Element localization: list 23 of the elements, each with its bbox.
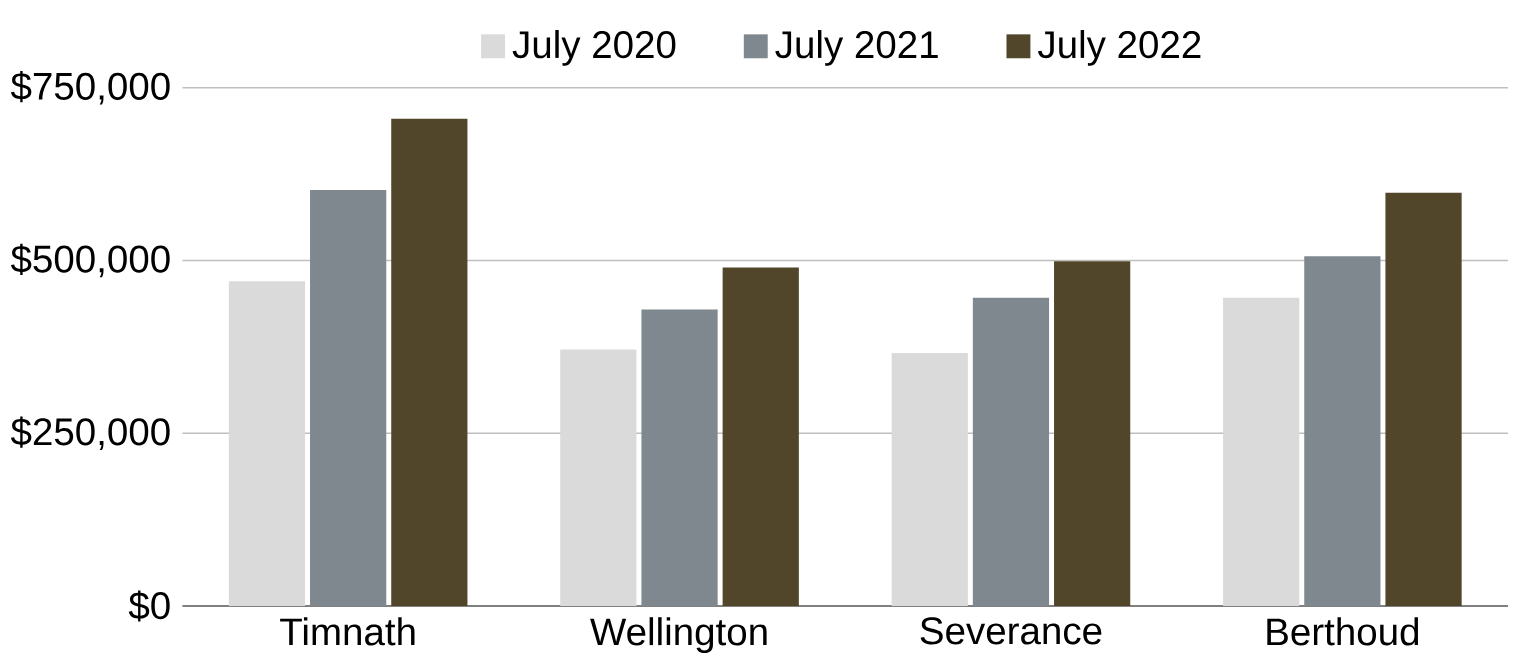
bar: [310, 190, 387, 607]
legend-label: July 2020: [512, 30, 676, 66]
bar: [891, 353, 968, 607]
bar: [1385, 192, 1462, 607]
x-tick-label: Wellington: [590, 617, 767, 654]
bar: [641, 309, 718, 607]
legend-label: July 2022: [1038, 30, 1201, 66]
legend-label: July 2021: [775, 30, 938, 66]
bar: [228, 281, 306, 607]
bar: [1054, 261, 1131, 607]
x-tick-label: Berthoud: [1267, 617, 1419, 646]
y-tick-label: $250,000: [10, 416, 170, 451]
y-tick-label: $0: [128, 590, 170, 622]
bar: [722, 267, 799, 607]
y-tick-label: $750,000: [10, 71, 170, 105]
bar: [1304, 256, 1381, 607]
x-tick-label: Severance: [920, 617, 1102, 645]
bar: [560, 349, 637, 607]
bar: [972, 297, 1050, 607]
bar: [391, 118, 468, 607]
bar: [1223, 297, 1300, 607]
x-tick-label: Timnath: [280, 617, 415, 646]
y-tick-label: $500,000: [10, 243, 170, 278]
